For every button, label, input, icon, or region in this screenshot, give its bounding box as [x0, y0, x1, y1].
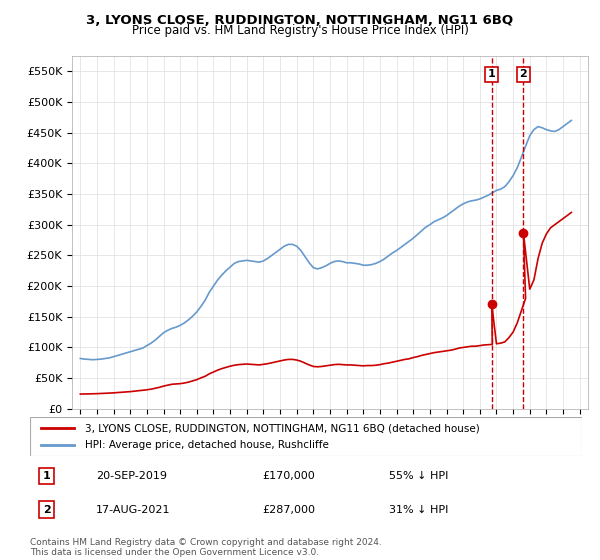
Text: 2: 2	[43, 505, 50, 515]
Text: 20-SEP-2019: 20-SEP-2019	[96, 471, 167, 481]
Text: Contains HM Land Registry data © Crown copyright and database right 2024.
This d: Contains HM Land Registry data © Crown c…	[30, 538, 382, 557]
Text: 2: 2	[520, 69, 527, 80]
Text: 1: 1	[43, 471, 50, 481]
Text: £170,000: £170,000	[262, 471, 314, 481]
Text: 55% ↓ HPI: 55% ↓ HPI	[389, 471, 448, 481]
Text: HPI: Average price, detached house, Rushcliffe: HPI: Average price, detached house, Rush…	[85, 440, 329, 450]
Text: 3, LYONS CLOSE, RUDDINGTON, NOTTINGHAM, NG11 6BQ: 3, LYONS CLOSE, RUDDINGTON, NOTTINGHAM, …	[86, 14, 514, 27]
FancyBboxPatch shape	[30, 417, 582, 456]
Text: 3, LYONS CLOSE, RUDDINGTON, NOTTINGHAM, NG11 6BQ (detached house): 3, LYONS CLOSE, RUDDINGTON, NOTTINGHAM, …	[85, 423, 480, 433]
Text: 31% ↓ HPI: 31% ↓ HPI	[389, 505, 448, 515]
Text: £287,000: £287,000	[262, 505, 315, 515]
Text: Price paid vs. HM Land Registry's House Price Index (HPI): Price paid vs. HM Land Registry's House …	[131, 24, 469, 37]
Text: 17-AUG-2021: 17-AUG-2021	[96, 505, 171, 515]
Text: 1: 1	[488, 69, 496, 80]
